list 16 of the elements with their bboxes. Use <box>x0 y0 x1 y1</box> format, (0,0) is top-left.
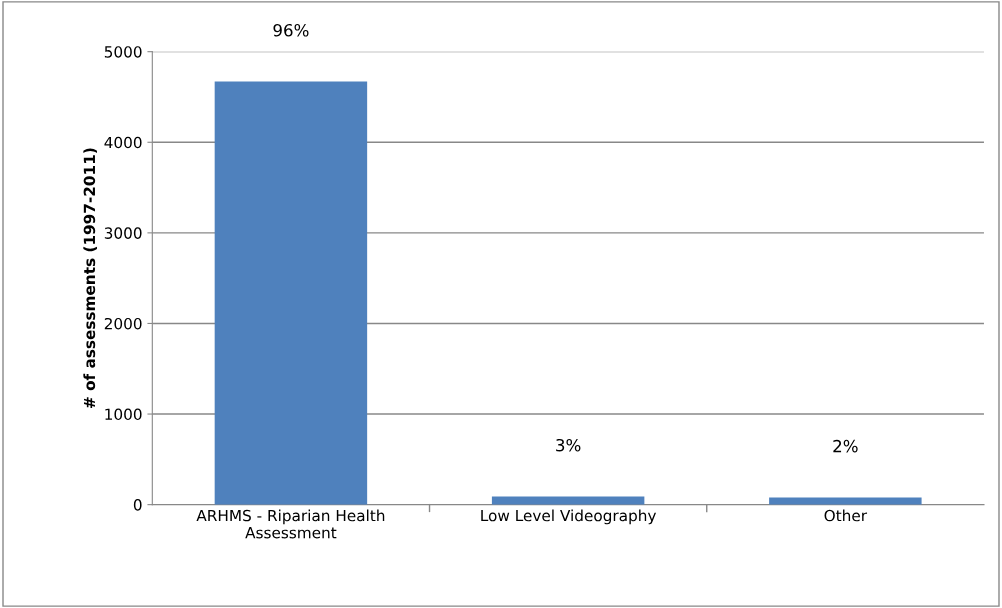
annotation: 3% <box>556 438 581 452</box>
x-tick-label: Other <box>824 509 868 522</box>
bar <box>214 81 368 505</box>
y-tick-label: 2000 <box>104 317 142 330</box>
y-tick-label: 3000 <box>104 227 142 239</box>
x-tick-label: ARHMS - Riparian Health Assessment <box>196 509 385 539</box>
y-axis-title: # of assessments (1997-2011) <box>83 148 97 409</box>
annotation: 2% <box>833 439 858 453</box>
x-tick-label: Low Level Videography <box>481 509 657 525</box>
y-tick-label: 4000 <box>104 136 142 149</box>
y-tick-label: 1000 <box>105 408 142 421</box>
y-tick-label: 0 <box>133 499 142 511</box>
bar <box>491 496 645 505</box>
y-tick-label: 5000 <box>104 46 142 58</box>
bar <box>769 497 922 505</box>
annotation: 96% <box>273 23 309 37</box>
